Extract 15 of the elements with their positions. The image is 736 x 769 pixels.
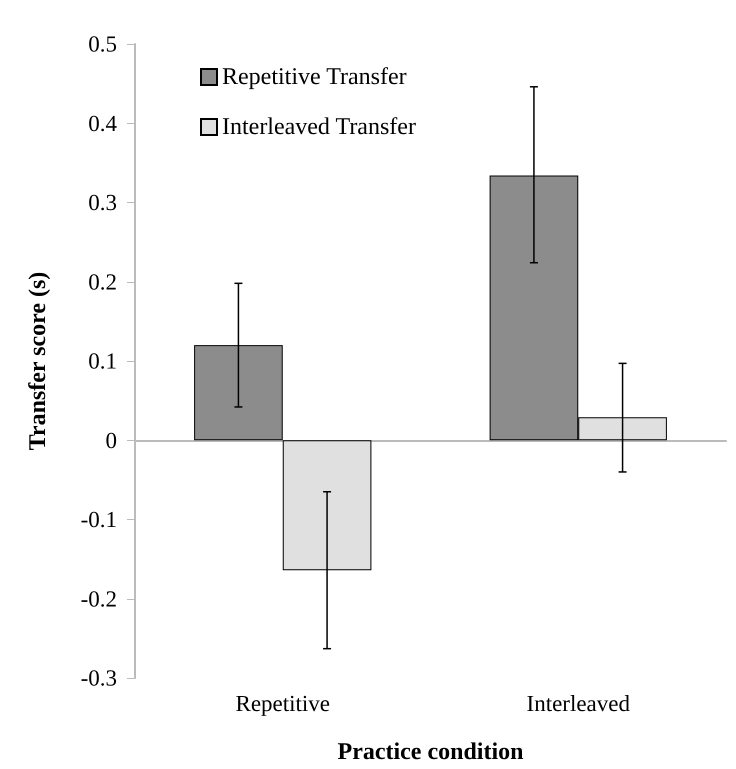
y-tick-label: -0.1: [80, 507, 117, 532]
y-axis-title: Transfer score (s): [25, 272, 51, 450]
y-tick-label: 0.5: [88, 32, 117, 56]
y-tick-label: 0.3: [88, 190, 117, 215]
y-tick-label: -0.3: [80, 666, 117, 690]
x-tick-label: Repetitive: [235, 691, 330, 716]
y-tick-label: 0.4: [88, 110, 118, 136]
x-axis-title: Practice condition: [338, 739, 524, 765]
y-tick-label: 0.2: [88, 269, 117, 294]
y-tick-label: 0: [106, 428, 117, 453]
y-tick-label: 0.1: [88, 348, 117, 374]
x-tick-label: Interleaved: [526, 691, 630, 716]
legend-label: Interleaved Transfer: [222, 114, 416, 140]
y-tick-label: -0.2: [80, 586, 117, 612]
legend-label: Repetitive Transfer: [222, 64, 407, 90]
